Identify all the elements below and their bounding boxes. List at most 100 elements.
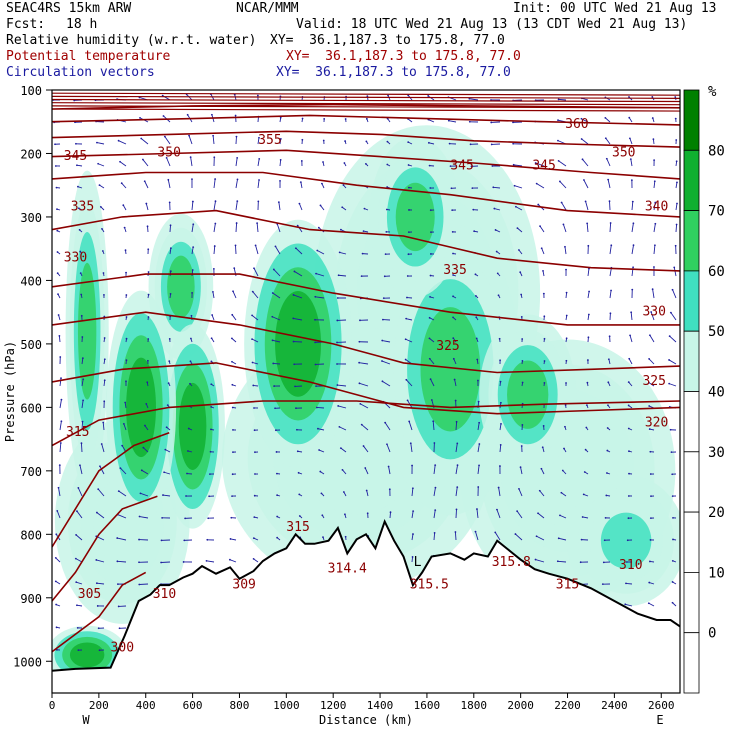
vector-624: [558, 160, 567, 167]
vector-654: [586, 223, 589, 233]
vector-head-758: [675, 139, 678, 141]
vector-head-389: [358, 340, 361, 343]
vector-head-472: [429, 378, 432, 381]
vector-head-30: [76, 164, 78, 167]
vector-head-631: [565, 314, 568, 317]
y-tick-label-900: 900: [20, 592, 42, 606]
vector-head-203: [210, 406, 213, 408]
low-marker: L: [414, 555, 422, 570]
vector-head-337: [315, 385, 317, 388]
potential-temperature-contours: [52, 92, 680, 653]
vector-head-326: [322, 139, 325, 142]
vector-head-679: [607, 178, 610, 181]
vector-head-298: [301, 117, 304, 120]
vector-head-255: [251, 361, 254, 364]
vector-head-259: [254, 451, 256, 454]
vector-head-23: [55, 603, 58, 606]
vector-254: [251, 338, 259, 343]
vector-head-650: [580, 138, 583, 140]
field-xy-vectors: XY= 36.1,187.3 to 175.8, 77.0: [276, 65, 511, 80]
theta-line-360: [52, 103, 680, 110]
vector-85: [121, 182, 127, 189]
vector-530: [477, 465, 480, 475]
terrain-fill: [52, 521, 680, 693]
vector-69: [102, 422, 105, 431]
vector-head-21: [54, 556, 57, 559]
vector-329: [320, 205, 325, 211]
vector-head-640: [559, 514, 561, 517]
vector-head-526: [477, 379, 479, 382]
vector-head-191: [212, 134, 215, 137]
vector-264: [253, 558, 259, 563]
vector-499: [454, 379, 457, 387]
vector-head-695: [603, 539, 606, 542]
vector-139: [167, 179, 171, 189]
vector-head-465: [430, 231, 432, 234]
vector-head-764: [673, 266, 676, 269]
vector-72: [97, 488, 105, 497]
vector-253: [251, 315, 259, 321]
vector-head-707: [631, 200, 634, 203]
vector-head-333: [314, 295, 317, 298]
vector-612: [539, 490, 545, 497]
theta-line-345: [52, 149, 680, 180]
vector-head-299: [301, 138, 304, 141]
colorbar-bin-1: [683, 149, 700, 212]
theta-label-21: 310: [153, 587, 176, 602]
vector-head-193: [214, 178, 217, 180]
vector-head-380: [365, 140, 368, 143]
vector-head-286: [275, 451, 278, 453]
vector-head-363: [336, 363, 338, 365]
vector-247: [257, 179, 260, 189]
vector-760: [675, 182, 678, 189]
vector-head-651: [581, 158, 584, 161]
east-label: E: [656, 713, 663, 727]
vector-head-19: [56, 509, 59, 512]
vector-221: [235, 201, 238, 211]
vector-head-392: [359, 402, 362, 405]
vector-head-706: [630, 179, 633, 182]
vector-head-155: [160, 539, 163, 542]
vector-478: [433, 510, 436, 519]
vector-head-361: [336, 319, 339, 322]
vector-head-694: [604, 516, 607, 519]
vector-head-451: [412, 510, 415, 513]
vector-head-137: [163, 135, 166, 138]
vector-head-125: [140, 469, 143, 472]
vector-head-284: [274, 407, 276, 410]
vector-head-18: [57, 486, 60, 489]
vector-head-632: [565, 337, 568, 340]
vector-head-544: [492, 186, 495, 189]
vector-head-84: [119, 160, 121, 163]
rh-cell-4-3: [600, 512, 652, 569]
vector-head-530: [478, 464, 480, 467]
theta-label-8: 340: [645, 200, 668, 215]
vector-head-5: [56, 208, 58, 211]
vector-227: [231, 338, 237, 343]
y-axis-label: Pressure (hPa): [3, 341, 17, 442]
vector-head-309: [293, 363, 296, 366]
vector-head-4: [55, 186, 58, 189]
vector-head-771: [669, 428, 672, 431]
vector-head-339: [317, 427, 319, 430]
vector-684: [609, 290, 612, 299]
vector-head-668: [580, 538, 583, 541]
vector-head-492: [451, 230, 454, 233]
vector-head-371: [344, 535, 347, 538]
vector-head-499: [453, 378, 456, 381]
vector-head-20: [55, 533, 58, 536]
vector-head-7: [56, 251, 59, 253]
vector-head-6: [56, 229, 59, 232]
vector-450: [411, 488, 414, 497]
vector-head-180: [185, 495, 187, 497]
y-tick-label-400: 400: [20, 274, 42, 288]
vector-752: [648, 602, 655, 607]
vector-head-439: [407, 253, 410, 256]
vector-168: [191, 224, 194, 233]
vector-head-627: [562, 223, 565, 226]
vector-head-556: [499, 444, 502, 446]
y-tick-label-600: 600: [20, 401, 42, 415]
theta-label-22: 309: [232, 577, 255, 592]
vector-681: [609, 222, 612, 233]
